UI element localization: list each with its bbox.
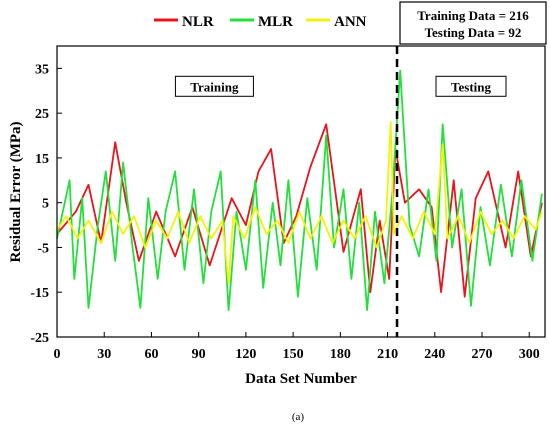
y-tick-label: -5 bbox=[37, 241, 49, 256]
x-tick-label: 30 bbox=[97, 347, 111, 362]
x-axis-label: Data Set Number bbox=[245, 371, 357, 387]
legend-label-ann: ANN bbox=[334, 14, 367, 30]
x-tick-label: 120 bbox=[235, 347, 256, 362]
x-tick-label: 60 bbox=[144, 347, 158, 362]
y-tick-label: 25 bbox=[35, 107, 49, 122]
region-label-training: Training bbox=[190, 79, 239, 94]
y-tick-label: 15 bbox=[35, 152, 49, 167]
legend-label-mlr: MLR bbox=[258, 14, 293, 30]
info-box-frame bbox=[399, 1, 547, 45]
y-axis-ticks: -25 -15 -5 5 15 25 35 bbox=[30, 62, 62, 346]
x-tick-label: 150 bbox=[283, 347, 304, 362]
x-tick-label: 240 bbox=[424, 347, 445, 362]
x-tick-label: 270 bbox=[472, 347, 493, 362]
x-tick-label: 210 bbox=[377, 347, 398, 362]
y-tick-label: -25 bbox=[30, 331, 49, 346]
x-tick-label: 180 bbox=[330, 347, 351, 362]
plot-series bbox=[56, 69, 543, 311]
series-line-ann bbox=[56, 121, 543, 285]
info-box: Training Data = 216 Testing Data = 92 bbox=[399, 1, 547, 45]
info-box-training-count: Training Data = 216 bbox=[417, 8, 529, 23]
x-tick-label: 300 bbox=[519, 347, 540, 362]
region-label-testing: Testing bbox=[451, 79, 491, 94]
info-box-testing-count: Testing Data = 92 bbox=[425, 25, 522, 40]
y-axis-label: Residual Error (MPa) bbox=[8, 121, 24, 262]
y-tick-label: -15 bbox=[30, 286, 49, 301]
plot-frame bbox=[56, 45, 546, 338]
y-tick-label: 35 bbox=[35, 62, 49, 77]
x-tick-label: 0 bbox=[54, 347, 61, 362]
series-line-mlr bbox=[56, 69, 543, 311]
y-tick-label: 5 bbox=[42, 197, 49, 212]
legend: NLR MLR ANN bbox=[154, 14, 367, 30]
x-tick-label: 90 bbox=[192, 347, 206, 362]
series-line-nlr bbox=[56, 123, 543, 298]
region-box-testing bbox=[435, 75, 507, 97]
region-labels: Training Testing bbox=[174, 75, 507, 97]
region-box-training bbox=[174, 75, 254, 97]
figure-caption: (a) bbox=[292, 411, 305, 423]
x-axis-ticks: 0 30 60 90 120 150 180 210 240 270 300 bbox=[54, 332, 540, 362]
legend-label-nlr: NLR bbox=[182, 14, 214, 30]
